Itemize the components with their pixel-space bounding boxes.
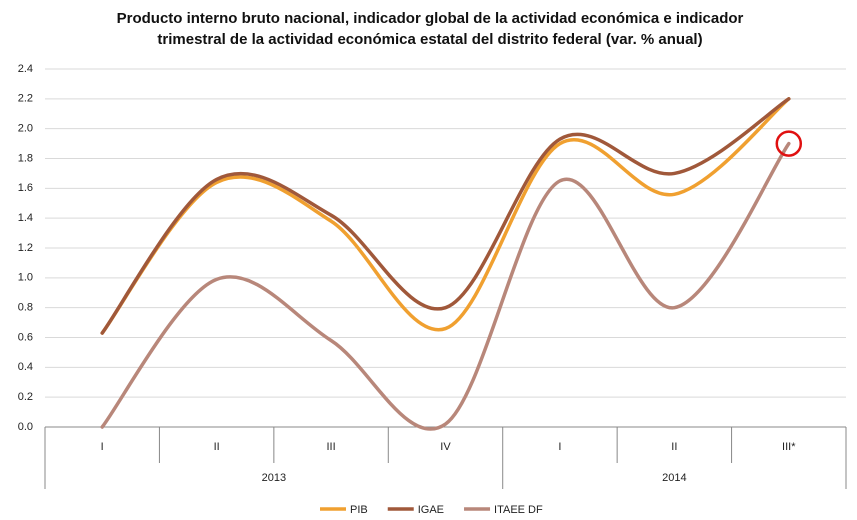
y-tick-label: 1.2	[18, 242, 33, 254]
group-label: 2013	[262, 472, 286, 484]
group-label: 2014	[662, 472, 686, 484]
y-tick-label: 1.4	[18, 212, 33, 224]
series-line	[100, 141, 791, 431]
legend-label: ITAEE DF	[494, 504, 543, 516]
y-tick-label: 0.4	[18, 361, 33, 373]
x-tick-label: I	[101, 441, 104, 453]
x-tick-label: I	[558, 441, 561, 453]
x-tick-label: II	[671, 441, 677, 453]
y-tick-label: 1.6	[18, 182, 33, 194]
x-tick-label: III*	[782, 441, 796, 453]
y-tick-label: 2.0	[18, 123, 33, 135]
highlight-circle	[775, 130, 803, 157]
y-tick-label: 0.6	[18, 331, 33, 343]
chart-title: Producto interno bruto nacional, indicad…	[116, 10, 744, 48]
x-tick-label: IV	[440, 441, 451, 453]
x-tick-label: III	[326, 441, 335, 453]
y-tick-label: 0.2	[18, 391, 33, 403]
legend-label: IGAE	[418, 504, 444, 516]
y-tick-label: 0.8	[18, 302, 33, 314]
y-tick-label: 1.8	[18, 152, 33, 164]
y-tick-label: 2.4	[18, 63, 33, 75]
series-line	[100, 97, 791, 335]
y-tick-label: 0.0	[18, 421, 33, 433]
y-tick-label: 2.2	[18, 93, 33, 105]
y-tick-label: 1.0	[18, 272, 33, 284]
legend-label: PIB	[350, 504, 368, 516]
series-line	[100, 97, 791, 335]
x-tick-label: II	[214, 441, 220, 453]
